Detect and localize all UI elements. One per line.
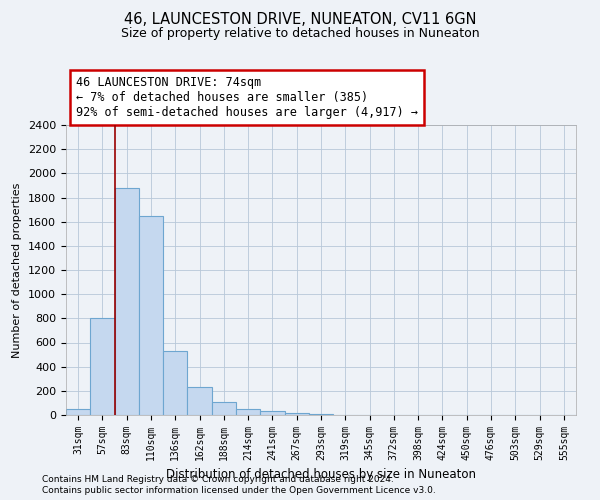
Bar [260, 412, 284, 415]
Bar [236, 409, 260, 415]
Text: Contains HM Land Registry data © Crown copyright and database right 2024.: Contains HM Land Registry data © Crown c… [42, 475, 394, 484]
Bar [212, 402, 236, 415]
Bar [309, 414, 333, 415]
Bar [284, 413, 309, 415]
Text: 46, LAUNCESTON DRIVE, NUNEATON, CV11 6GN: 46, LAUNCESTON DRIVE, NUNEATON, CV11 6GN [124, 12, 476, 28]
X-axis label: Distribution of detached houses by size in Nuneaton: Distribution of detached houses by size … [166, 468, 476, 481]
Text: Size of property relative to detached houses in Nuneaton: Size of property relative to detached ho… [121, 28, 479, 40]
Bar [163, 351, 187, 415]
Bar [139, 216, 163, 415]
Bar [90, 318, 115, 415]
Text: 46 LAUNCESTON DRIVE: 74sqm
← 7% of detached houses are smaller (385)
92% of semi: 46 LAUNCESTON DRIVE: 74sqm ← 7% of detac… [76, 76, 418, 119]
Text: Contains public sector information licensed under the Open Government Licence v3: Contains public sector information licen… [42, 486, 436, 495]
Bar [187, 386, 212, 415]
Y-axis label: Number of detached properties: Number of detached properties [13, 182, 22, 358]
Bar [115, 188, 139, 415]
Bar [66, 409, 90, 415]
